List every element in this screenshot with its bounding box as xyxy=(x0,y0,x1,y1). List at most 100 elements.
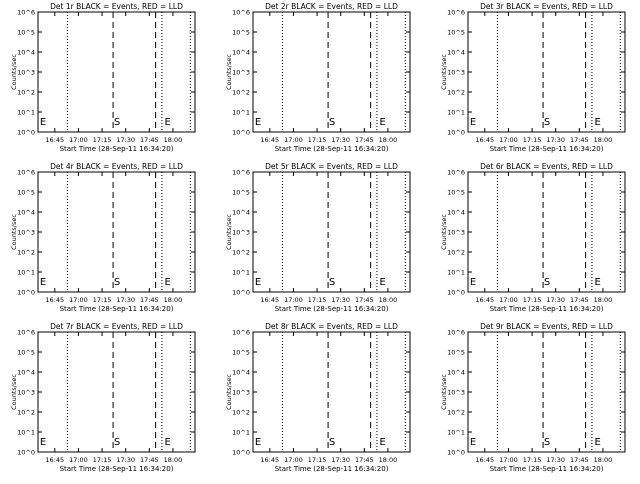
y-axis-label: Counts/sec xyxy=(10,214,18,250)
y-tick-label: 10^3 xyxy=(447,229,465,237)
y-tick-label: 10^6 xyxy=(17,9,35,17)
x-tick-label: 17:15 xyxy=(308,456,327,464)
marker-label: E xyxy=(470,437,476,448)
marker-label: S xyxy=(544,117,550,128)
x-tick-label: 16:45 xyxy=(475,296,494,304)
chart-title: Det 6r BLACK = Events, RED = LLD xyxy=(480,162,613,171)
y-tick-label: 10^2 xyxy=(232,409,250,417)
x-axis-label: Start Time (28-Sep-11 16:34:20) xyxy=(275,305,389,313)
chart-title: Det 3r BLACK = Events, RED = LLD xyxy=(480,2,613,11)
y-axis-label: Counts/sec xyxy=(225,374,233,410)
x-axis-label: Start Time (28-Sep-11 16:34:20) xyxy=(275,145,389,153)
x-tick-label: 16:45 xyxy=(260,296,279,304)
y-tick-label: 10^1 xyxy=(447,109,465,117)
x-axis-label: Start Time (28-Sep-11 16:34:20) xyxy=(60,145,174,153)
x-tick-label: 17:30 xyxy=(546,296,565,304)
y-axis-label: Counts/sec xyxy=(225,214,233,250)
y-tick-label: 10^3 xyxy=(17,389,35,397)
x-axis-label: Start Time (28-Sep-11 16:34:20) xyxy=(490,305,604,313)
detector-panel-6: Det 6r BLACK = Events, RED = LLD 10^0 10^1… xyxy=(440,162,626,313)
x-tick-label: 18:00 xyxy=(379,136,398,144)
y-tick-label: 10^0 xyxy=(17,289,35,297)
marker-label: E xyxy=(594,277,600,288)
y-tick-label: 10^2 xyxy=(447,89,465,97)
x-tick-label: 16:45 xyxy=(45,456,64,464)
x-tick-label: 17:30 xyxy=(331,136,350,144)
x-tick-label: 17:45 xyxy=(570,136,589,144)
y-axis-label: Counts/sec xyxy=(225,54,233,90)
marker-label: E xyxy=(379,117,385,128)
y-tick-label: 10^6 xyxy=(17,169,35,177)
chart-title: Det 9r BLACK = Events, RED = LLD xyxy=(480,322,613,331)
detector-panel-3: Det 3r BLACK = Events, RED = LLD 10^0 10^1… xyxy=(440,2,626,153)
plot-frame xyxy=(37,171,196,293)
x-tick-label: 17:45 xyxy=(355,456,374,464)
y-tick-label: 10^3 xyxy=(17,69,35,77)
y-tick-label: 10^4 xyxy=(17,209,35,217)
detector-panel-4: Det 4r BLACK = Events, RED = LLD 10^0 10^1… xyxy=(10,162,196,313)
y-tick-label: 10^3 xyxy=(232,69,250,77)
x-tick-label: 17:00 xyxy=(284,136,303,144)
y-tick-label: 10^6 xyxy=(447,169,465,177)
chart-title: Det 4r BLACK = Events, RED = LLD xyxy=(50,162,183,171)
y-tick-label: 10^3 xyxy=(447,69,465,77)
marker-label: E xyxy=(40,437,46,448)
x-axis-label: Start Time (28-Sep-11 16:34:20) xyxy=(275,465,389,473)
marker-label: E xyxy=(255,437,261,448)
x-tick-label: 17:00 xyxy=(499,136,518,144)
marker-label: E xyxy=(594,437,600,448)
x-tick-label: 17:45 xyxy=(570,296,589,304)
x-tick-label: 17:15 xyxy=(93,456,112,464)
x-tick-label: 17:00 xyxy=(499,296,518,304)
marker-label: E xyxy=(255,277,261,288)
y-tick-label: 10^0 xyxy=(447,129,465,137)
y-tick-label: 10^5 xyxy=(447,349,465,357)
y-tick-label: 10^6 xyxy=(17,329,35,337)
y-tick-label: 10^4 xyxy=(447,49,465,57)
y-tick-label: 10^6 xyxy=(232,9,250,17)
x-tick-label: 17:30 xyxy=(546,456,565,464)
y-tick-label: 10^1 xyxy=(17,429,35,437)
y-tick-label: 10^1 xyxy=(232,109,250,117)
y-tick-label: 10^1 xyxy=(447,269,465,277)
y-tick-label: 10^3 xyxy=(232,389,250,397)
marker-label: S xyxy=(114,437,120,448)
detector-panel-7: Det 7r BLACK = Events, RED = LLD 10^0 10^1… xyxy=(10,322,196,473)
plot-frame xyxy=(467,171,626,293)
x-tick-label: 17:30 xyxy=(116,296,135,304)
plot-frame xyxy=(252,11,411,133)
plot-frame xyxy=(467,11,626,133)
detector-panel-5: Det 5r BLACK = Events, RED = LLD 10^0 10^1… xyxy=(225,162,411,313)
marker-label: S xyxy=(114,117,120,128)
y-tick-label: 10^0 xyxy=(447,289,465,297)
y-tick-label: 10^0 xyxy=(17,129,35,137)
chart-title: Det 2r BLACK = Events, RED = LLD xyxy=(265,2,398,11)
plot-frame xyxy=(37,11,196,133)
y-tick-label: 10^4 xyxy=(232,49,250,57)
marker-label: E xyxy=(164,117,170,128)
x-tick-label: 17:45 xyxy=(355,296,374,304)
detector-panel-9: Det 9r BLACK = Events, RED = LLD 10^0 10^1… xyxy=(440,322,626,473)
y-tick-label: 10^5 xyxy=(17,29,35,37)
marker-label: E xyxy=(470,117,476,128)
x-tick-label: 16:45 xyxy=(45,136,64,144)
marker-label: E xyxy=(255,117,261,128)
x-axis-label: Start Time (28-Sep-11 16:34:20) xyxy=(60,305,174,313)
y-tick-label: 10^2 xyxy=(232,89,250,97)
x-axis-label: Start Time (28-Sep-11 16:34:20) xyxy=(490,145,604,153)
x-tick-label: 18:00 xyxy=(164,296,183,304)
marker-label: E xyxy=(379,437,385,448)
y-tick-label: 10^0 xyxy=(232,289,250,297)
x-tick-label: 18:00 xyxy=(164,136,183,144)
y-tick-label: 10^2 xyxy=(17,409,35,417)
marker-label: E xyxy=(164,277,170,288)
x-tick-label: 17:30 xyxy=(546,136,565,144)
plot-frame xyxy=(467,331,626,453)
x-tick-label: 17:45 xyxy=(140,136,159,144)
y-tick-label: 10^0 xyxy=(232,129,250,137)
chart-title: Det 5r BLACK = Events, RED = LLD xyxy=(265,162,398,171)
chart-title: Det 7r BLACK = Events, RED = LLD xyxy=(50,322,183,331)
y-axis-label: Counts/sec xyxy=(440,374,448,410)
marker-label: E xyxy=(379,277,385,288)
